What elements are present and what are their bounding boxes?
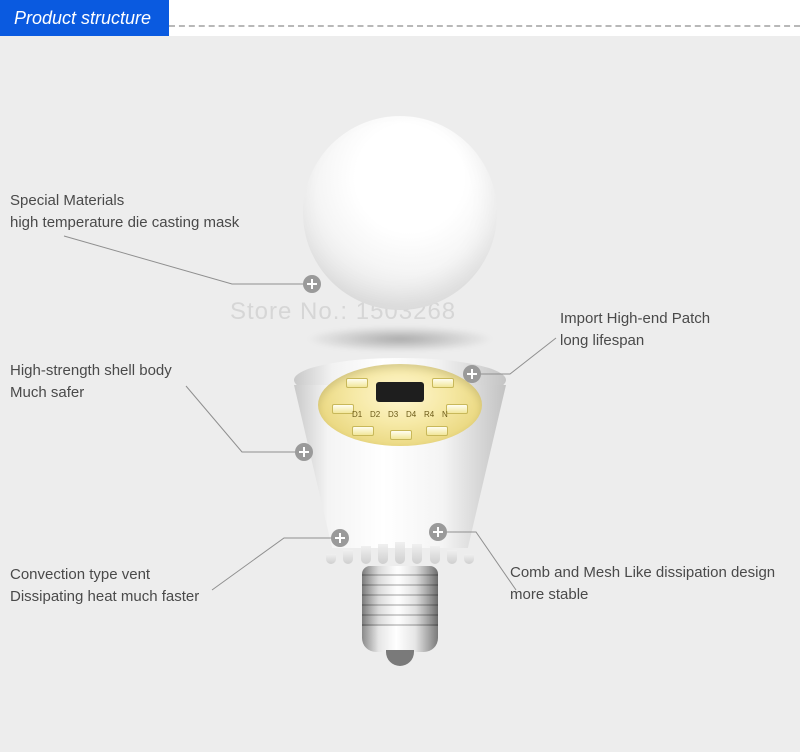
callout-marker-icon: [429, 523, 447, 541]
led-chip: [446, 404, 468, 414]
label-line: Dissipating heat much faster: [10, 586, 199, 608]
led-chip: [346, 378, 368, 388]
callout-marker-icon: [463, 365, 481, 383]
led-chip: [332, 404, 354, 414]
label-line: Convection type vent: [10, 564, 199, 586]
label-high-strength-shell: High-strength shell body Much safer: [10, 360, 172, 404]
label-line: Import High-end Patch: [560, 308, 710, 330]
led-pcb: D1 D2 D3 D4 R4 N: [318, 364, 482, 446]
screw-thread: [362, 616, 438, 626]
bulb-dome: [303, 116, 497, 310]
screw-thread: [362, 596, 438, 606]
screw-thread: [362, 576, 438, 586]
diagram-canvas: Store No.: 1503268 Special Materials hig…: [0, 36, 800, 752]
label-line: High-strength shell body: [10, 360, 172, 382]
heat-fin: [395, 542, 405, 564]
screw-thread: [362, 566, 438, 576]
led-chip: [432, 378, 454, 388]
label-convection-vent: Convection type vent Dissipating heat mu…: [10, 564, 199, 608]
label-line: high temperature die casting mask: [10, 212, 239, 234]
led-chip: [426, 426, 448, 436]
label-special-materials: Special Materials high temperature die c…: [10, 190, 239, 234]
dome-shadow: [306, 326, 494, 352]
heat-fin: [343, 550, 353, 564]
led-chip: [390, 430, 412, 440]
callout-marker-icon: [295, 443, 313, 461]
header-title-tab: Product structure: [0, 0, 169, 36]
pcb-silkscreen: D2: [370, 410, 380, 419]
pcb-silkscreen: D4: [406, 410, 416, 419]
header-title: Product structure: [14, 8, 151, 29]
heat-fin: [361, 546, 371, 564]
heat-fin: [326, 554, 336, 564]
label-line: long lifespan: [560, 330, 710, 352]
heat-fin: [412, 544, 422, 564]
pcb-silkscreen: D1: [352, 410, 362, 419]
label-import-patch: Import High-end Patch long lifespan: [560, 308, 710, 352]
screw-thread: [362, 586, 438, 596]
heat-fins: [326, 542, 474, 564]
screw-thread: [362, 606, 438, 616]
heat-fin: [430, 546, 440, 564]
bulb-illustration: D1 D2 D3 D4 R4 N: [270, 116, 530, 676]
callout-marker-icon: [331, 529, 349, 547]
pcb-silkscreen: D3: [388, 410, 398, 419]
callout-marker-icon: [303, 275, 321, 293]
pcb-ic-chip: [376, 382, 424, 402]
heat-fin: [378, 544, 388, 564]
led-chip: [352, 426, 374, 436]
header: Product structure: [0, 0, 800, 36]
pcb-silkscreen: R4: [424, 410, 434, 419]
pcb-silkscreen: N: [442, 410, 448, 419]
header-dashed-line: [169, 9, 800, 27]
heat-fin: [447, 550, 457, 564]
label-line: more stable: [510, 584, 775, 606]
label-comb-mesh: Comb and Mesh Like dissipation design mo…: [510, 562, 775, 606]
label-line: Special Materials: [10, 190, 239, 212]
label-line: Comb and Mesh Like dissipation design: [510, 562, 775, 584]
heat-fin: [464, 554, 474, 564]
screw-tip: [386, 650, 414, 666]
screw-base: [362, 566, 438, 652]
label-line: Much safer: [10, 382, 172, 404]
